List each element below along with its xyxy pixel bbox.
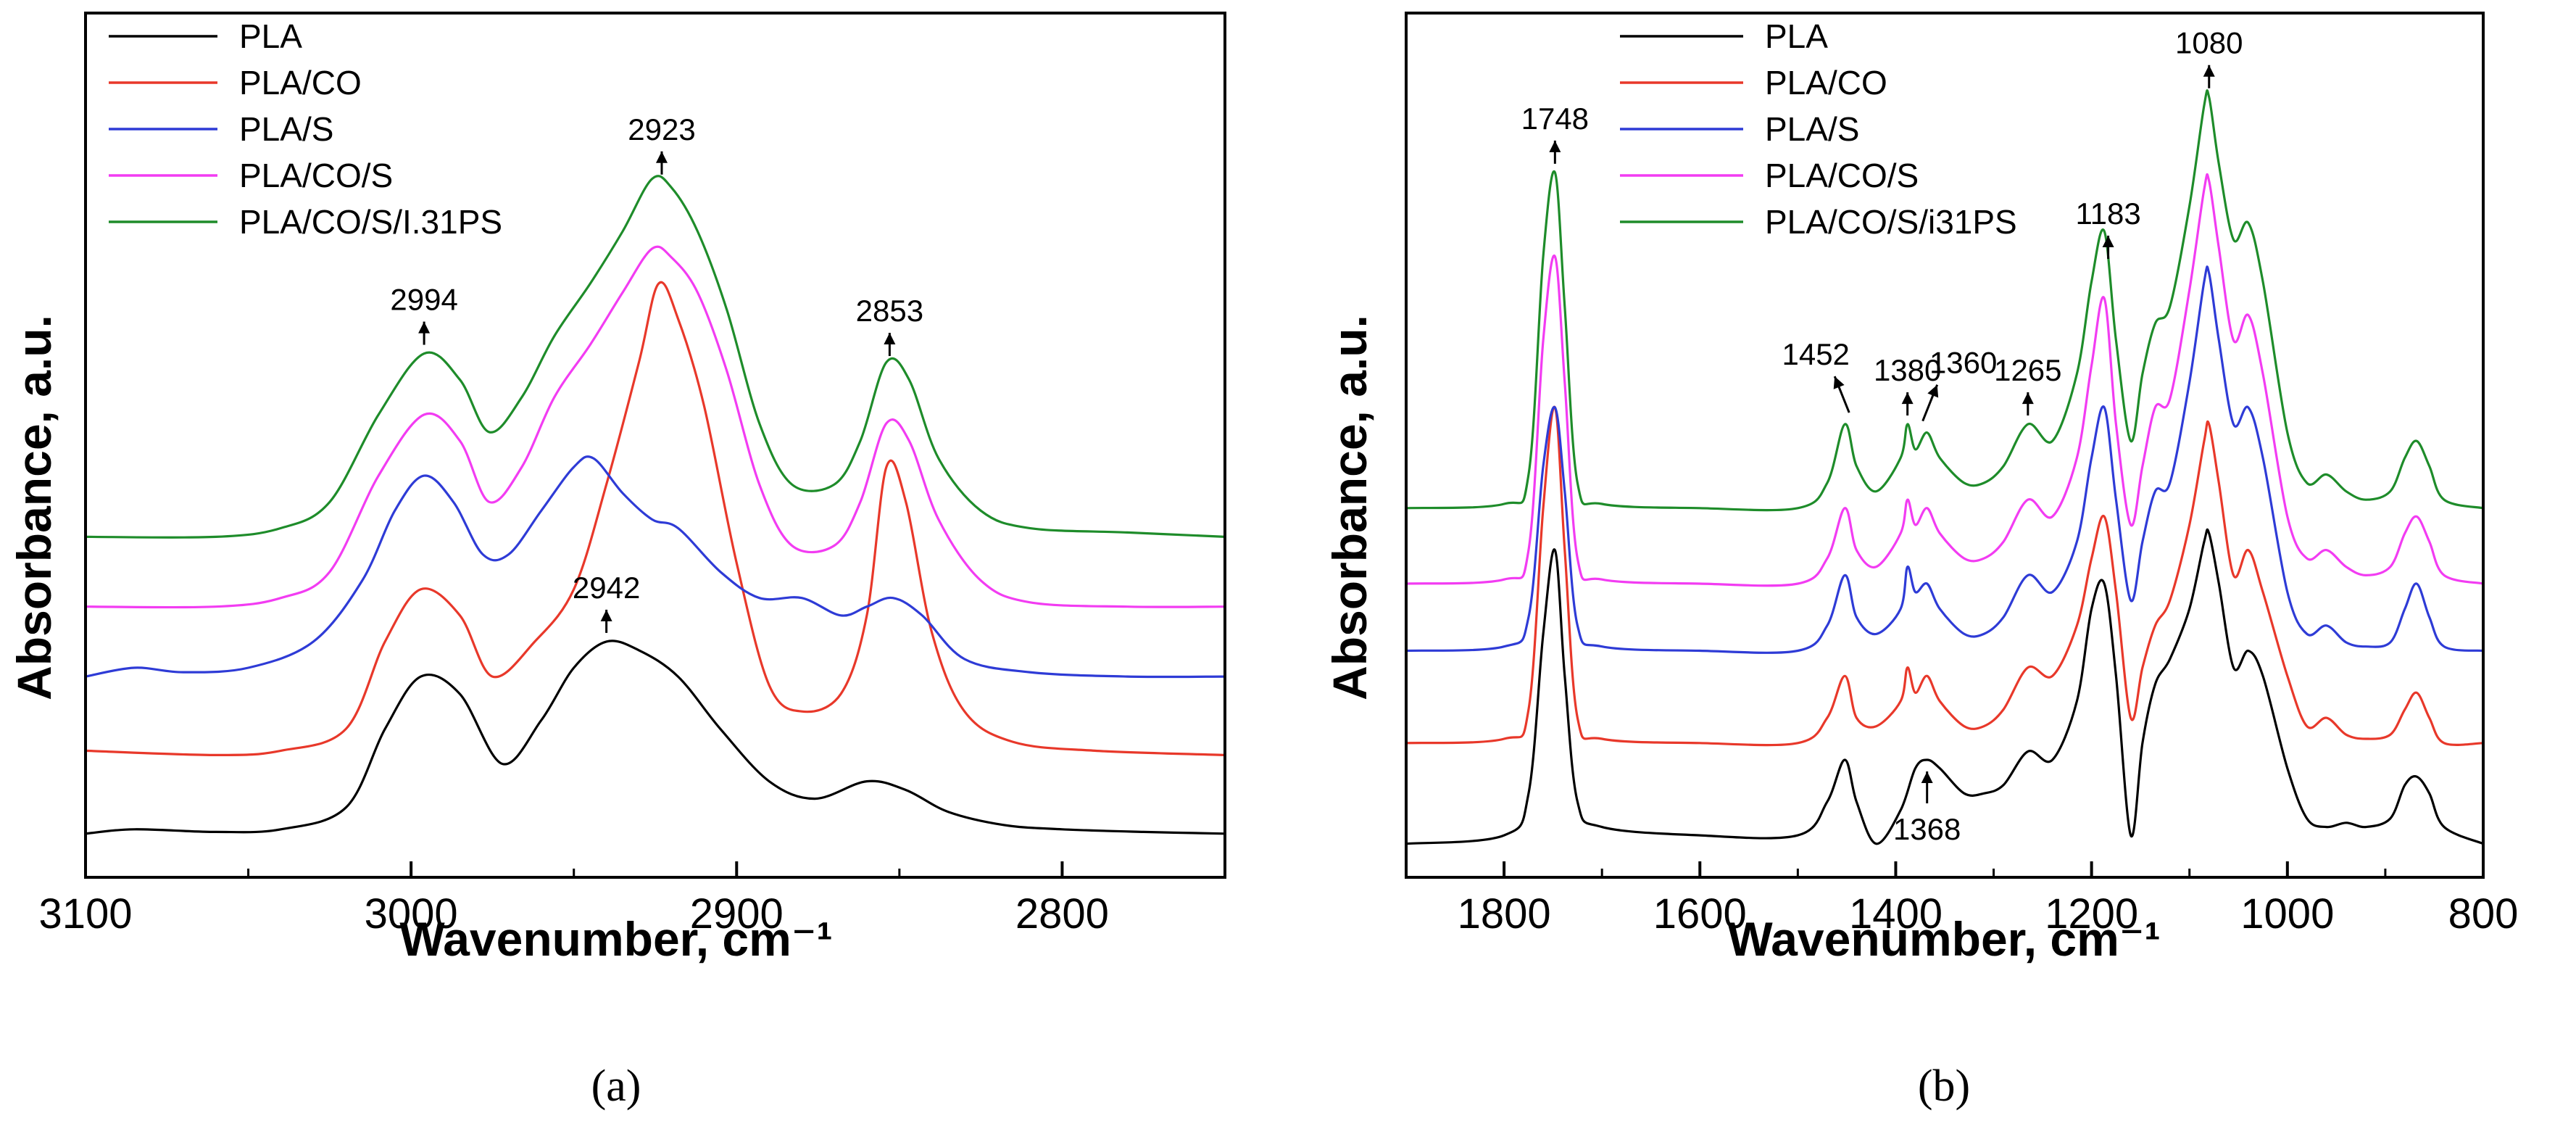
panel-a-annotation-arrowhead — [655, 151, 668, 163]
panel-b-plot-frame — [1405, 12, 2485, 879]
panel-a-legend-label: PLA/CO — [239, 64, 362, 102]
panel-b-caption: (b) — [1918, 1061, 1970, 1111]
panel-a-annotation-arrowhead — [884, 333, 896, 345]
panel-a-annotation-label: 2942 — [573, 571, 640, 605]
panel-a-caption: (a) — [591, 1061, 641, 1111]
panel-b-annotation-label: 1360 — [1929, 346, 1997, 380]
panel-a-legend-label: PLA/S — [239, 110, 333, 148]
panel-a-series-line-pla — [85, 639, 1226, 835]
panel-b-annotation-label: 1183 — [2075, 196, 2140, 231]
panel-b-series-line-pla-co-s-i31ps — [1405, 89, 2484, 512]
panel-b-x-tick-label: 1400 — [1849, 890, 1943, 937]
panel-b-annotation-arrowhead — [2102, 236, 2114, 248]
panel-a-legend-label: PLA/CO/S/I.31PS — [239, 203, 502, 241]
panel-b-xlabel: Wavenumber, cm⁻¹ — [1727, 912, 2160, 966]
panel-b-series-line-pla-s — [1405, 265, 2484, 654]
panel-a: Absorbance, a.u. Wavenumber, cm⁻¹ (a) 31… — [7, 12, 1226, 1111]
panel-a-annotation-label: 2853 — [856, 294, 923, 328]
panel-b-x-tick-label: 1800 — [1458, 890, 1551, 937]
panel-b-x-tick-label: 1600 — [1653, 890, 1747, 937]
panel-b-annotation-arrowhead — [1901, 392, 1914, 405]
panel-a-series-line-pla-co — [85, 281, 1226, 756]
panel-b-annotation-label: 1748 — [1521, 102, 1589, 136]
panel-b-annotation-arrowhead — [2203, 65, 2215, 77]
panel-b-legend-label: PLA/S — [1765, 110, 1859, 148]
panel-a-x-tick-label: 2900 — [690, 890, 784, 937]
panel-a-plot-frame — [84, 12, 1226, 879]
panel-b-annotation-label: 1080 — [2175, 26, 2243, 60]
panel-b-legend-label: PLA/CO — [1765, 64, 1887, 102]
panel-b-ylabel: Absorbance, a.u. — [1323, 315, 1376, 700]
panel-a-ylabel: Absorbance, a.u. — [7, 315, 61, 700]
panel-b-series-line-pla-co-s — [1405, 173, 2484, 587]
panel-b-series-line-pla — [1405, 528, 2484, 845]
panel-a-legend-label: PLA/CO/S — [239, 157, 393, 194]
panel-b: Absorbance, a.u. Wavenumber, cm⁻¹ (b) 18… — [1323, 12, 2519, 1111]
panel-a-series-line-pla-co-s — [85, 245, 1226, 609]
panel-a-annotation-arrowhead — [418, 321, 431, 334]
panel-b-annotation-arrowhead — [1549, 140, 1561, 152]
panel-a-x-tick-label: 2800 — [1015, 890, 1109, 937]
panel-b-annotation-label: 1380 — [1874, 353, 1941, 387]
panel-b-series-line-pla-co — [1405, 405, 2484, 747]
panel-b-annotation-arrowhead — [1927, 384, 1939, 398]
panel-a-legend-label: PLA — [239, 17, 302, 55]
panel-b-legend-label: PLA/CO/S/i31PS — [1765, 203, 2017, 241]
panel-a-series-line-pla-s — [85, 455, 1226, 679]
panel-b-legend-label: PLA — [1765, 17, 1828, 55]
panel-a-xlabel: Wavenumber, cm⁻¹ — [399, 912, 832, 966]
panel-b-x-tick-label: 1200 — [2045, 890, 2138, 937]
panel-a-annotation-label: 2923 — [628, 112, 695, 146]
panel-a-x-tick-label: 3100 — [38, 890, 132, 937]
panel-b-annotation-arrowhead — [1921, 771, 1933, 783]
panel-b-x-tick-label: 800 — [2448, 890, 2519, 937]
panel-b-annotation-label: 1265 — [1994, 353, 2061, 387]
panel-b-annotation-label: 1452 — [1782, 337, 1849, 371]
panel-b-legend-label: PLA/CO/S — [1765, 157, 1919, 194]
panel-b-annotation-label: 1368 — [1893, 812, 1961, 846]
panel-a-x-tick-label: 3000 — [365, 890, 458, 937]
panel-a-annotation-arrowhead — [600, 609, 612, 621]
panel-b-x-tick-label: 1000 — [2240, 890, 2334, 937]
panel-b-annotation-arrowhead — [2022, 392, 2034, 405]
panel-a-annotation-label: 2994 — [390, 283, 457, 317]
panel-b-annotation-arrowhead — [1833, 376, 1845, 389]
panel-a-series-line-pla-co-s-i-31ps — [85, 175, 1226, 539]
panel-a-y-axis-title: Absorbance, a.u. — [7, 315, 61, 700]
